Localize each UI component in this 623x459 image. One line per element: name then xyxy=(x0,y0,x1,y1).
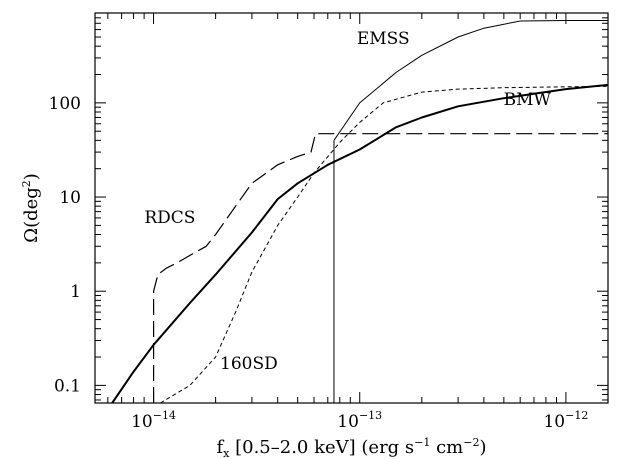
series-line-160sd xyxy=(160,85,608,403)
x-axis-label-exp1: −1 xyxy=(414,436,430,449)
x-tick-label-base: 10 xyxy=(543,412,565,432)
series-label-160sd: 160SD xyxy=(220,354,278,374)
y-axis-label: Ω(deg2) xyxy=(20,173,42,243)
x-tick-label-exp: −12 xyxy=(565,409,588,422)
y-axis-label-end: ) xyxy=(21,173,42,180)
plot-area: EMSS BMW RDCS 160SD xyxy=(94,12,609,404)
series-line-rdcs xyxy=(153,133,608,403)
x-tick-label-exp: −13 xyxy=(359,409,382,422)
x-axis-label-end: ) xyxy=(479,437,486,458)
y-tick-label: 1 xyxy=(70,282,81,302)
x-axis-label-band: [0.5–2.0 keV] (erg s xyxy=(229,437,414,458)
y-tick-label: 100 xyxy=(49,94,81,114)
x-tick-label-exp: −14 xyxy=(153,409,176,422)
series-line-bmw xyxy=(111,83,608,403)
series-lines xyxy=(111,20,608,403)
x-axis-label-subscript: x xyxy=(223,447,230,459)
x-tick-label: 10−13 xyxy=(337,409,382,432)
series-label-emss: EMSS xyxy=(357,29,410,49)
y-axis-label-exp: 2 xyxy=(20,180,33,187)
x-tick-label-base: 10 xyxy=(131,412,153,432)
series-line-emss xyxy=(333,20,608,141)
x-axis-label: fx [0.5–2.0 keV] (erg s−1 cm−2) xyxy=(216,436,486,459)
series-labels: EMSS BMW RDCS 160SD xyxy=(144,29,551,374)
x-axis-label-exp2: −2 xyxy=(463,436,479,449)
plot-frame xyxy=(94,12,609,404)
y-tick-label: 0.1 xyxy=(54,376,81,396)
y-tick-label: 10 xyxy=(59,188,81,208)
x-tick-label: 10−14 xyxy=(131,409,176,432)
x-tick-label: 10−12 xyxy=(543,409,588,432)
x-tick-label-base: 10 xyxy=(337,412,359,432)
series-label-bmw: BMW xyxy=(504,90,552,110)
y-axis-label-omega: Ω(deg xyxy=(21,187,42,243)
x-axis-label-cm: cm xyxy=(430,437,463,458)
x-axis-label-f: f xyxy=(216,437,224,458)
series-label-rdcs: RDCS xyxy=(144,208,195,228)
